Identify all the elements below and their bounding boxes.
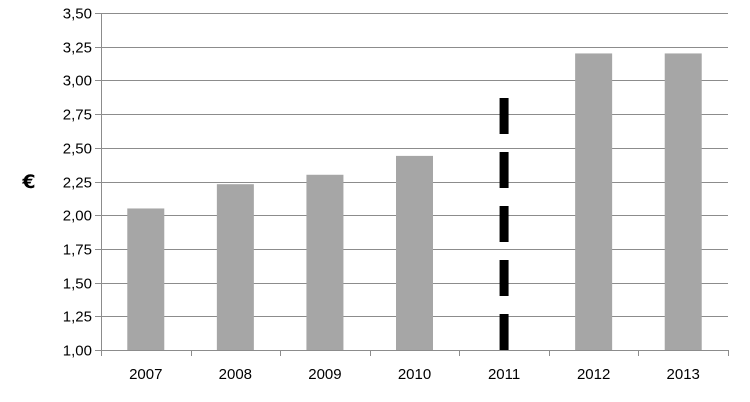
x-tick-label: 2012 [577, 366, 610, 383]
bars [127, 53, 702, 350]
y-tick-label: 1,75 [63, 242, 92, 259]
y-tick-label: 2,00 [63, 208, 92, 225]
axes [95, 13, 729, 356]
y-tick-label: 3,50 [63, 6, 92, 23]
y-axis-label: € [21, 171, 35, 193]
x-tick-label: 2008 [219, 366, 252, 383]
bar-2008 [216, 184, 254, 350]
y-tick-label: 3,00 [63, 73, 92, 90]
y-tick-label: 2,75 [63, 107, 92, 124]
bar-2007 [127, 208, 165, 350]
x-tick-label: 2007 [129, 366, 162, 383]
x-tick-label: 2013 [667, 366, 700, 383]
y-tick-label: 1,50 [63, 276, 92, 293]
bar-2013 [664, 53, 702, 350]
y-tick-label: 3,25 [63, 40, 92, 57]
y-tick-label: 1,25 [63, 309, 92, 326]
bar-2012 [575, 53, 613, 350]
bar-2010 [396, 155, 433, 350]
x-tick-label: 2009 [308, 366, 341, 383]
y-tick-label: 1,00 [63, 343, 92, 360]
y-tick-label: 2,25 [63, 175, 92, 192]
y-tick-label: 2,50 [63, 141, 92, 158]
tick-labels: 1,00 1,25 1,50 1,75 2,00 2,25 2,50 2,75 3,00 3,25… [63, 6, 700, 384]
x-tick-label: 2010 [398, 366, 431, 383]
x-tick-label: 2011 [488, 366, 520, 383]
bar-2009 [306, 174, 344, 350]
